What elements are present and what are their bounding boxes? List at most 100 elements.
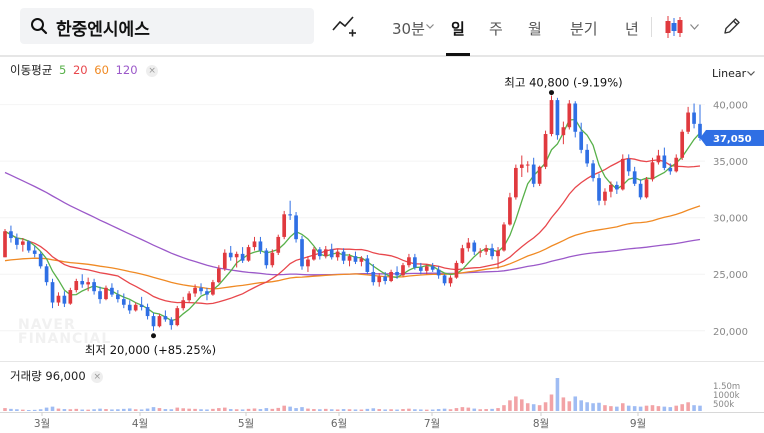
indicator-add-icon[interactable] bbox=[331, 14, 357, 38]
volume-bar bbox=[98, 408, 102, 411]
candle-body bbox=[56, 295, 61, 303]
price-chart[interactable]: 40,000 35,000 30,000 25,000 20,000 3월 4월 5월 6월 7월… bbox=[0, 56, 764, 433]
watermark-line-1: NAVER bbox=[18, 317, 76, 333]
candle-body bbox=[264, 250, 269, 266]
x-tick-label: 9월 bbox=[630, 418, 646, 430]
volume-bar bbox=[44, 407, 49, 411]
pencil-icon[interactable] bbox=[722, 16, 742, 36]
candle-body bbox=[650, 162, 655, 180]
volume-bar bbox=[424, 409, 429, 411]
volume-tick-label: 1000k bbox=[713, 391, 740, 401]
x-tick-label: 8월 bbox=[533, 418, 549, 430]
candlestick-type-icon[interactable] bbox=[664, 14, 684, 40]
volume-bar bbox=[531, 404, 536, 411]
interval-chevron-icon[interactable] bbox=[426, 24, 434, 29]
candle-body bbox=[44, 266, 49, 283]
candle-body bbox=[609, 184, 613, 192]
volume-bar bbox=[240, 409, 245, 411]
candle-body bbox=[181, 300, 186, 309]
volume-bar bbox=[264, 408, 269, 411]
candle-body bbox=[347, 256, 352, 261]
low-annotation: 최저 20,000 (+85.25%) bbox=[85, 343, 216, 357]
volume-bar bbox=[104, 409, 108, 411]
candle-body bbox=[555, 100, 560, 136]
candle-body bbox=[698, 123, 702, 138]
ma-60-line bbox=[4, 205, 701, 290]
toolbar: 한중엔시에스 30분 일 주 월 분기 년 bbox=[0, 0, 764, 56]
interval-quarter[interactable]: 분기 bbox=[570, 20, 598, 38]
volume-bar bbox=[217, 408, 221, 411]
chart-type-chevron-icon[interactable] bbox=[690, 24, 699, 30]
candle-body bbox=[74, 281, 79, 291]
volume-bar bbox=[306, 408, 310, 411]
ma-legend-close-icon[interactable]: × bbox=[146, 65, 159, 77]
candle-body bbox=[377, 276, 382, 283]
volume-tick-label: 1.50m bbox=[713, 382, 740, 392]
volume-bar bbox=[9, 408, 13, 411]
volume-legend-label: 거래량 96,000 bbox=[10, 369, 86, 383]
volume-bar bbox=[205, 409, 209, 411]
volume-bar bbox=[567, 401, 572, 411]
volume-bar bbox=[413, 409, 417, 411]
candle-body bbox=[549, 100, 554, 135]
candle-body bbox=[359, 258, 364, 262]
volume-bar bbox=[650, 405, 655, 411]
x-tick-label: 6월 bbox=[331, 418, 347, 430]
candle-body bbox=[300, 239, 304, 267]
volume-bar bbox=[270, 408, 275, 411]
candle-body bbox=[638, 183, 643, 198]
ma-20-line bbox=[4, 157, 701, 305]
interval-year[interactable]: 년 bbox=[625, 20, 639, 38]
candle-body bbox=[597, 178, 601, 201]
moving-average-legend: 이동평균 5 20 60 120 × bbox=[10, 62, 161, 78]
volume-bar bbox=[632, 406, 637, 411]
volume-bar bbox=[258, 409, 263, 411]
volume-legend-close-icon[interactable]: × bbox=[91, 371, 104, 383]
interval-30min[interactable]: 30분 bbox=[392, 20, 425, 38]
volume-bar bbox=[359, 409, 364, 411]
volume-bar bbox=[525, 403, 530, 411]
volume-bar bbox=[74, 408, 79, 411]
candle-body bbox=[234, 253, 239, 258]
volume-bar bbox=[365, 408, 370, 411]
x-tick-label: 3월 bbox=[34, 418, 50, 430]
volume-bar bbox=[680, 404, 684, 411]
search-stock-name: 한중엔시에스 bbox=[56, 20, 150, 40]
candle-body bbox=[484, 248, 488, 252]
volume-bar bbox=[674, 405, 679, 411]
ma-5-line bbox=[4, 118, 701, 322]
volume-bar bbox=[555, 378, 560, 411]
volume-bar bbox=[127, 408, 132, 411]
interval-month[interactable]: 월 bbox=[528, 20, 542, 38]
current-price-pointer bbox=[700, 129, 706, 146]
search-box[interactable]: 한중엔시에스 bbox=[20, 8, 314, 44]
high-annotation: 최고 40,800 (-9.19%) bbox=[504, 76, 622, 90]
scale-toggle[interactable]: Linear bbox=[712, 67, 747, 80]
volume-bar bbox=[169, 409, 174, 411]
candle-body bbox=[258, 241, 263, 251]
interval-week[interactable]: 주 bbox=[489, 20, 503, 38]
volume-bar bbox=[662, 406, 667, 411]
interval-day[interactable]: 일 bbox=[451, 20, 465, 38]
candle-body bbox=[175, 308, 180, 326]
volume-bar bbox=[615, 406, 619, 411]
candle-body bbox=[680, 131, 685, 158]
scale-chevron-icon[interactable] bbox=[747, 71, 755, 76]
volume-bar bbox=[288, 406, 292, 411]
candle-body bbox=[86, 282, 91, 285]
volume-bar bbox=[300, 407, 304, 411]
volume-bar bbox=[353, 409, 358, 411]
volume-bar bbox=[223, 407, 227, 411]
volume-bar bbox=[228, 409, 233, 411]
volume-bar bbox=[597, 402, 601, 411]
candle-body bbox=[121, 299, 126, 305]
candle-body bbox=[211, 282, 215, 295]
volume-bar bbox=[442, 408, 447, 411]
candle-body bbox=[407, 257, 411, 266]
volume-bar bbox=[347, 409, 352, 411]
candle-body bbox=[614, 184, 619, 190]
candle-body bbox=[276, 236, 281, 253]
candle-body bbox=[288, 214, 292, 216]
candle-body bbox=[519, 164, 524, 168]
volume-tick-label: 500k bbox=[713, 400, 734, 410]
